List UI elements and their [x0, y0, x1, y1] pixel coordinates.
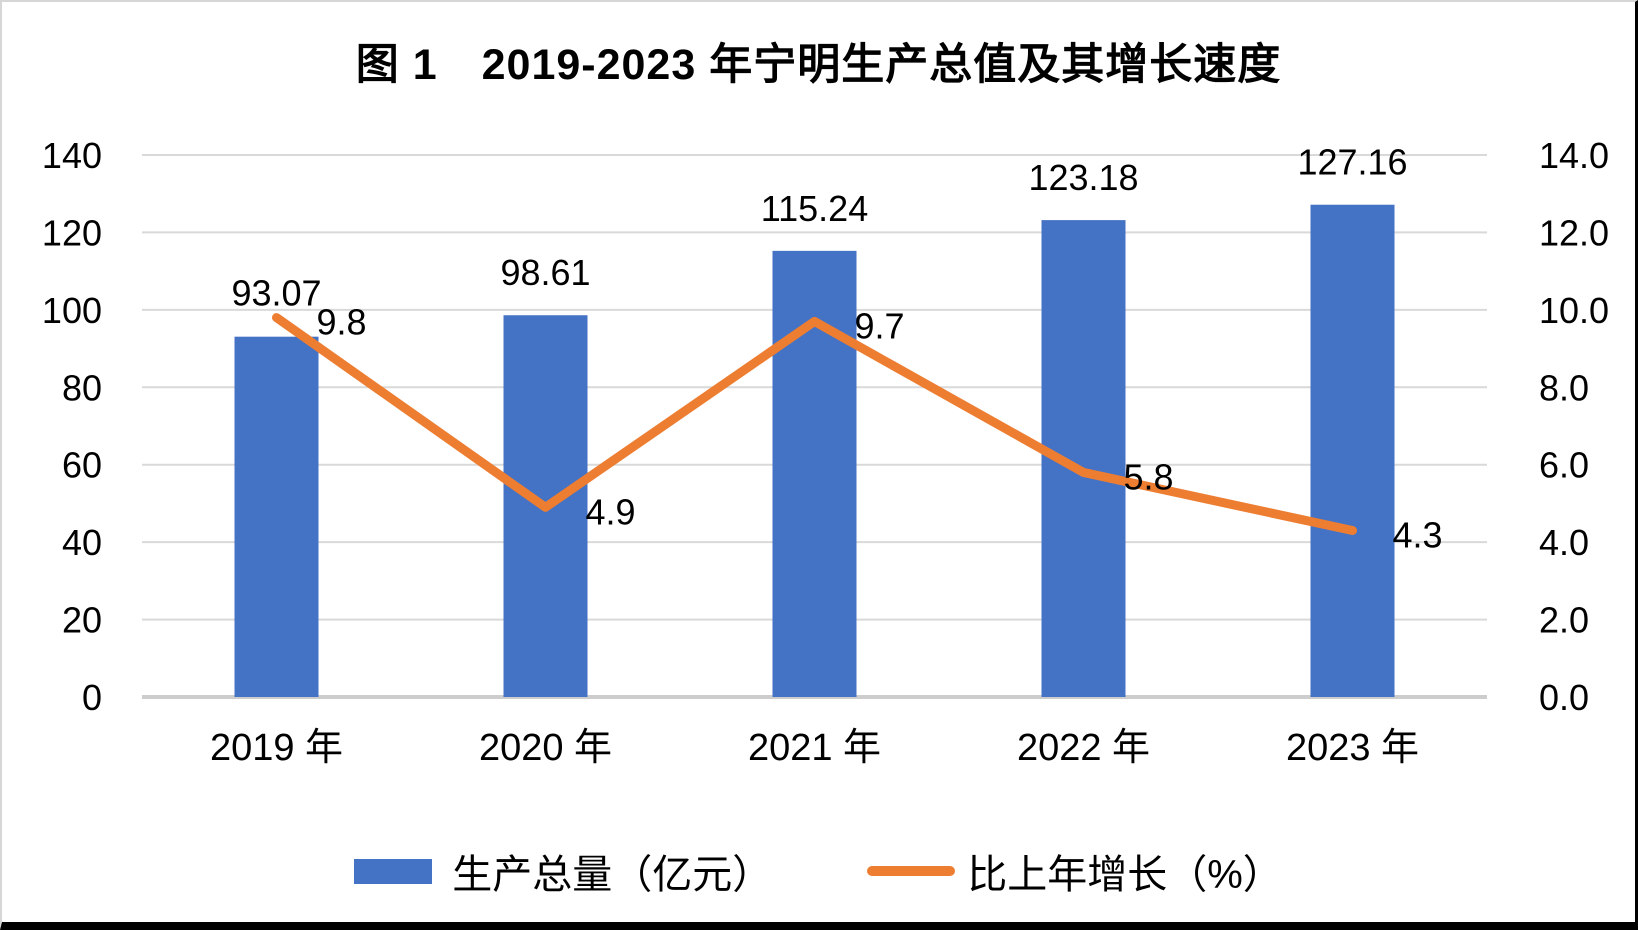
left-axis-tick: 40: [62, 522, 102, 563]
legend-line-swatch-icon: [867, 866, 956, 876]
x-tick-label: 2019 年: [210, 727, 343, 769]
left-axis-tick: 60: [62, 445, 102, 486]
line-value-label: 4.9: [586, 491, 636, 532]
right-axis-tick: 2.0: [1539, 600, 1589, 641]
bar-value-label: 115.24: [761, 188, 868, 229]
left-axis-tick: 100: [42, 290, 102, 331]
right-axis-tick: 8.0: [1539, 367, 1589, 408]
bar-value-label: 93.07: [231, 273, 321, 314]
left-axis-tick: 0: [82, 677, 102, 718]
legend-growth-label: 比上年增长（%）: [967, 853, 1283, 897]
x-tick-label: 2020 年: [479, 727, 612, 769]
right-axis-tick: 14.0: [1539, 135, 1609, 176]
left-axis-tick: 140: [42, 135, 102, 176]
right-axis-tick: 6.0: [1539, 445, 1589, 486]
legend: 生产总量（亿元） 比上年增长（%）: [2, 842, 1635, 900]
line-value-label: 9.7: [855, 305, 905, 346]
x-tick-label: 2021 年: [748, 727, 881, 769]
x-tick-label: 2022 年: [1017, 727, 1150, 769]
legend-bar-swatch-icon: [354, 858, 433, 884]
chart-title: 图 1 2019-2023 年宁明生产总值及其增长速度: [355, 41, 1282, 89]
legend-item-growth: 比上年增长（%）: [867, 842, 1283, 900]
bar-value-label: 98.61: [500, 252, 590, 293]
right-axis-tick: 10.0: [1539, 290, 1609, 331]
bar-value-label: 123.18: [1028, 157, 1138, 198]
legend-gdp-label: 生产总量（亿元）: [452, 853, 773, 897]
right-axis-tick: 12.0: [1539, 212, 1609, 253]
x-tick-label: 2023 年: [1286, 727, 1419, 769]
legend-item-gdp: 生产总量（亿元）: [354, 842, 772, 900]
bar-5: [1310, 204, 1395, 697]
left-axis-tick: 20: [62, 600, 102, 641]
line-value-label: 9.8: [317, 302, 367, 343]
growth-rate-line: [272, 313, 1357, 536]
right-axis-tick: 4.0: [1539, 522, 1589, 563]
line-value-label: 4.3: [1393, 515, 1443, 556]
left-axis-tick: 80: [62, 367, 102, 408]
bar-1: [234, 336, 319, 697]
left-axis-tick: 120: [42, 212, 102, 253]
line-value-label: 5.8: [1124, 456, 1174, 497]
bar-value-label: 127.16: [1297, 142, 1407, 183]
right-axis-tick: 0.0: [1539, 677, 1589, 718]
